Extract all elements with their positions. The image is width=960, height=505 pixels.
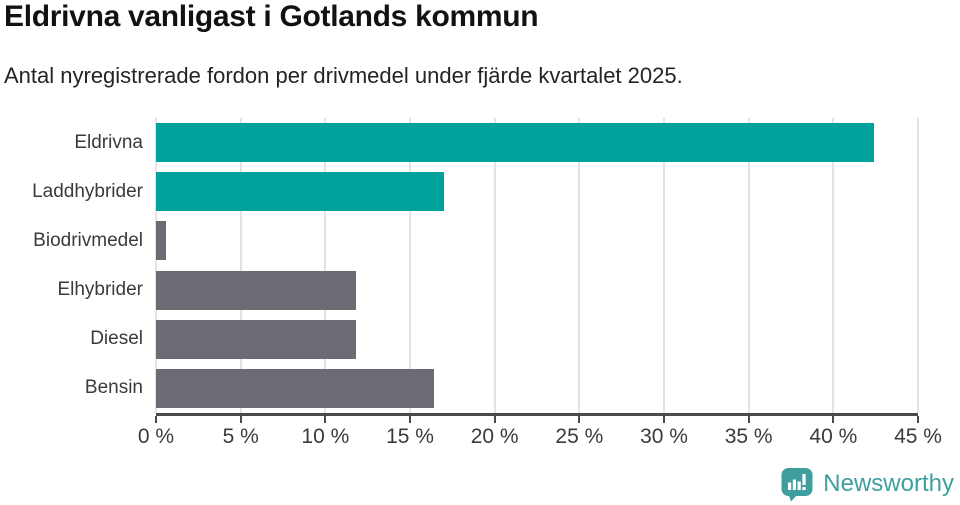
gridline [917, 118, 919, 413]
x-tick-label: 0 % [137, 425, 175, 448]
axis-tick [832, 416, 835, 423]
gridline [324, 118, 327, 413]
axis-tick [917, 416, 919, 423]
x-tick-label: 10 % [301, 425, 350, 448]
gridline [663, 118, 665, 413]
axis-tick [324, 416, 327, 423]
y-tick-label: Laddhybrider [32, 180, 143, 202]
newsworthy-logo-icon [781, 468, 813, 502]
gridline [747, 118, 750, 413]
axis-tick [493, 416, 496, 423]
gridline-layer [155, 118, 919, 413]
bar-rows [156, 118, 918, 413]
gridline [832, 118, 835, 413]
bar-laddhybrider [156, 172, 444, 212]
brand-label: Newsworthy [823, 470, 954, 497]
tick-layer [155, 416, 919, 424]
x-tick-label: 5 % [222, 425, 259, 448]
x-tick-label: 45 % [894, 425, 942, 448]
page-title: Eldrivna vanligast i Gotlands kommun [4, 0, 539, 33]
x-tick-label: 35 % [724, 425, 773, 448]
y-axis-labels: Eldrivna Laddhybrider Biodrivmedel Elhybrid… [0, 118, 143, 413]
bar-diesel [156, 319, 356, 359]
x-tick-label: 20 % [470, 425, 519, 448]
plot-area [155, 118, 919, 416]
axis-tick [663, 416, 665, 423]
brand-footer: Newsworthy [780, 466, 954, 502]
gridline [578, 118, 581, 413]
gridline [239, 118, 242, 413]
axis-tick [409, 416, 411, 423]
gridline [409, 118, 411, 413]
axis-tick [155, 416, 157, 423]
x-tick-label: 40 % [809, 425, 858, 448]
y-tick-label: Bensin [84, 377, 143, 399]
chart-subtitle: Antal nyregistrerade fordon per drivmede… [4, 63, 683, 88]
x-axis-labels: 0 % 5 % 10 % 15 % 20 % 25 % 30 % 35 % 40 % 45 % [138, 425, 942, 451]
y-tick-label: Eldrivna [74, 131, 143, 153]
bar-biodrivmedel [156, 221, 167, 261]
bar-row [156, 167, 918, 216]
bar-row [156, 266, 918, 315]
bar-row [156, 315, 918, 364]
gridline [493, 118, 496, 413]
y-tick-label: Elhybrider [57, 279, 143, 301]
bar-elhybrider [156, 270, 356, 310]
axis-tick [239, 416, 242, 423]
axis-tick [578, 416, 581, 423]
y-tick-label: Diesel [90, 328, 143, 350]
x-tick-label: 30 % [640, 425, 688, 448]
bar-eldrivna [156, 123, 874, 163]
bar-row [156, 118, 918, 167]
gridline [155, 118, 157, 413]
bar-row [156, 364, 918, 413]
bar-bensin [156, 368, 434, 408]
x-tick-label: 15 % [386, 425, 434, 448]
x-tick-label: 25 % [555, 425, 604, 448]
bar-row [156, 216, 918, 265]
axis-tick [747, 416, 750, 423]
y-tick-label: Biodrivmedel [33, 229, 143, 251]
